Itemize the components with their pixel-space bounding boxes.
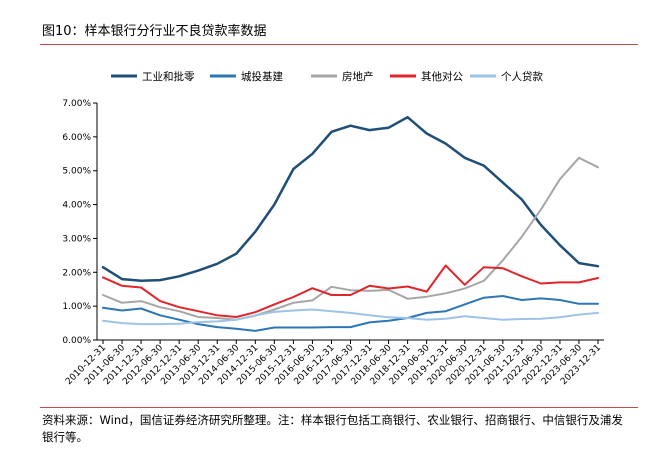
y-axis-ticks: 0.00% 1.00% 2.00% 3.00% 4.00% 5.00% 6.00% 7.00%: [62, 99, 97, 346]
title-divider: [40, 44, 638, 45]
chart-legend: 工业和批零 城投基建 房地产 其他对公 个人贷款: [111, 70, 543, 83]
series-line-4: [102, 264, 599, 318]
y-tick-label: 6.00%: [62, 133, 91, 143]
y-tick-label: 2.00%: [62, 268, 91, 278]
y-tick-label: 3.00%: [62, 234, 91, 244]
legend-label: 城投基建: [241, 70, 283, 83]
y-tick-label: 5.00%: [62, 167, 91, 177]
legend-label: 其他对公: [421, 70, 463, 83]
x-axis-ticks: 2010-12-312011-06-302011-12-312012-06-30…: [64, 340, 603, 387]
series-line-1: [101, 115, 600, 283]
legend-label: 个人贷款: [501, 70, 543, 83]
series-line-5: [102, 308, 599, 326]
note-divider: [40, 407, 638, 408]
y-tick-label: 1.00%: [62, 302, 91, 312]
y-tick-label: 0.00%: [62, 336, 91, 346]
legend-label: 房地产: [342, 70, 374, 83]
figure-title: 图10：样本银行分行业不良贷款率数据: [42, 24, 267, 39]
chart-series: [101, 115, 600, 332]
source-note: 资料来源：Wind，国信证券经济研究所整理。注：样本银行包括工商银行、农业银行、…: [42, 413, 623, 444]
series-line-2: [102, 295, 599, 332]
y-tick-label: 7.00%: [62, 99, 91, 109]
legend-label: 工业和批零: [142, 70, 195, 83]
y-tick-label: 4.00%: [62, 201, 91, 211]
series-line-3: [102, 156, 599, 321]
